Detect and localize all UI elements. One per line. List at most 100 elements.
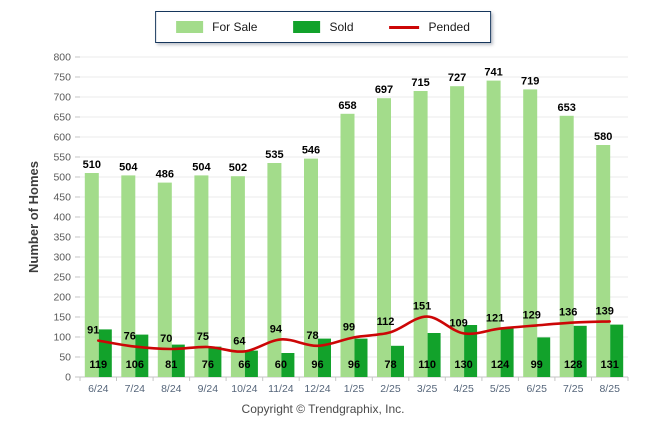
bar-sold	[281, 353, 295, 377]
pended-value-label: 75	[197, 331, 209, 343]
bar-sold	[610, 324, 624, 377]
sold-value-label: 76	[202, 359, 214, 371]
x-tick-label: 6/24	[88, 383, 109, 395]
bar-sold	[135, 334, 149, 377]
bar-for-sale	[267, 163, 282, 377]
sold-value-label: 99	[531, 359, 543, 371]
for-sale-value-label: 741	[484, 67, 502, 79]
x-tick-label: 9/24	[198, 383, 219, 395]
x-tick-label: 7/24	[125, 383, 146, 395]
x-tick-label: 7/25	[563, 383, 584, 395]
y-axis-title: Number of Homes	[26, 161, 41, 273]
pended-line	[97, 315, 611, 353]
sold-value-label: 78	[384, 359, 396, 371]
y-tick-label: 100	[53, 332, 71, 344]
y-tick-label: 550	[53, 152, 71, 164]
y-tick-label: 600	[53, 132, 71, 144]
bar-for-sale	[340, 113, 355, 378]
for-sale-value-label: 510	[83, 159, 101, 171]
bar-sold	[537, 337, 551, 377]
for-sale-value-label: 580	[594, 131, 612, 143]
bar-sold	[500, 327, 514, 377]
sold-value-label: 66	[238, 359, 250, 371]
bar-for-sale	[84, 173, 99, 377]
legend-item-pended[interactable]: Pended	[389, 20, 470, 34]
pended-value-label: 91	[87, 325, 99, 337]
x-tick-label: 8/24	[161, 383, 182, 395]
bar-for-sale	[230, 176, 245, 377]
x-tick-label: 8/25	[599, 383, 620, 395]
for-sale-value-label: 653	[558, 102, 576, 114]
for-sale-value-label: 715	[411, 77, 429, 89]
pended-value-label: 112	[377, 316, 395, 328]
y-tick-label: 700	[53, 92, 71, 104]
sold-value-label: 96	[348, 359, 360, 371]
pended-value-label: 78	[306, 330, 318, 342]
for-sale-value-label: 658	[338, 100, 356, 112]
bar-sold	[318, 338, 331, 377]
sold-value-label: 106	[126, 359, 144, 371]
for-sale-value-label: 486	[156, 169, 174, 181]
y-tick-label: 400	[53, 212, 71, 224]
legend-line-swatch	[389, 25, 420, 29]
pended-value-label: 70	[160, 333, 172, 345]
x-tick-label: 6/25	[526, 383, 547, 395]
pended-value-label: 76	[124, 331, 136, 343]
legend-item-sold[interactable]: Sold	[293, 20, 354, 34]
sold-value-label: 60	[275, 359, 287, 371]
bar-for-sale	[413, 91, 428, 377]
bar-sold	[244, 350, 258, 377]
y-tick-label: 650	[53, 112, 71, 124]
y-tick-label: 50	[59, 352, 71, 364]
x-tick-label: 2/25	[380, 383, 401, 395]
y-tick-label: 800	[53, 52, 71, 64]
y-tick-label: 450	[53, 192, 71, 204]
y-tick-label: 750	[53, 72, 71, 84]
bar-for-sale	[304, 158, 318, 377]
legend-label: For Sale	[212, 20, 258, 34]
bar-sold	[171, 344, 185, 377]
y-tick-label: 150	[53, 312, 71, 324]
y-tick-label: 250	[53, 272, 71, 284]
for-sale-value-label: 546	[302, 145, 320, 157]
for-sale-value-label: 719	[521, 75, 539, 87]
bar-sold	[391, 345, 404, 377]
pended-value-label: 136	[559, 307, 577, 319]
pended-value-label: 94	[270, 323, 283, 335]
legend-label: Sold	[329, 20, 354, 34]
copyright-text: Copyright © Trendgraphix, Inc.	[241, 402, 405, 416]
bar-for-sale	[121, 175, 136, 377]
sold-value-label: 81	[165, 359, 177, 371]
sold-value-label: 128	[564, 359, 582, 371]
y-tick-label: 500	[53, 172, 71, 184]
pended-value-label: 109	[449, 317, 467, 329]
bar-for-sale	[377, 98, 391, 377]
bar-sold	[208, 346, 222, 377]
bar-sold	[427, 333, 441, 377]
x-tick-label: 12/24	[304, 383, 330, 395]
y-tick-label: 0	[65, 372, 71, 384]
sold-value-label: 119	[89, 359, 107, 371]
bar-for-sale	[523, 89, 538, 378]
pended-value-label: 129	[523, 309, 541, 321]
legend-color-swatch	[293, 21, 321, 33]
for-sale-value-label: 535	[265, 149, 283, 161]
bar-for-sale	[450, 86, 465, 377]
x-tick-label: 1/25	[344, 383, 365, 395]
bar-for-sale	[157, 182, 172, 377]
bar-sold	[354, 338, 368, 377]
legend-color-swatch	[176, 21, 204, 33]
bar-sold	[464, 325, 478, 377]
bar-sold	[573, 325, 587, 377]
pended-value-label: 151	[413, 301, 431, 313]
pended-value-label: 99	[343, 321, 355, 333]
legend-item-for-sale[interactable]: For Sale	[176, 20, 257, 34]
sold-value-label: 124	[491, 359, 510, 371]
legend: For Sale Sold Pended	[155, 11, 491, 43]
pended-value-label: 139	[596, 305, 614, 317]
bar-for-sale	[596, 145, 611, 377]
y-tick-label: 300	[53, 252, 71, 264]
pended-value-label: 121	[486, 313, 504, 325]
